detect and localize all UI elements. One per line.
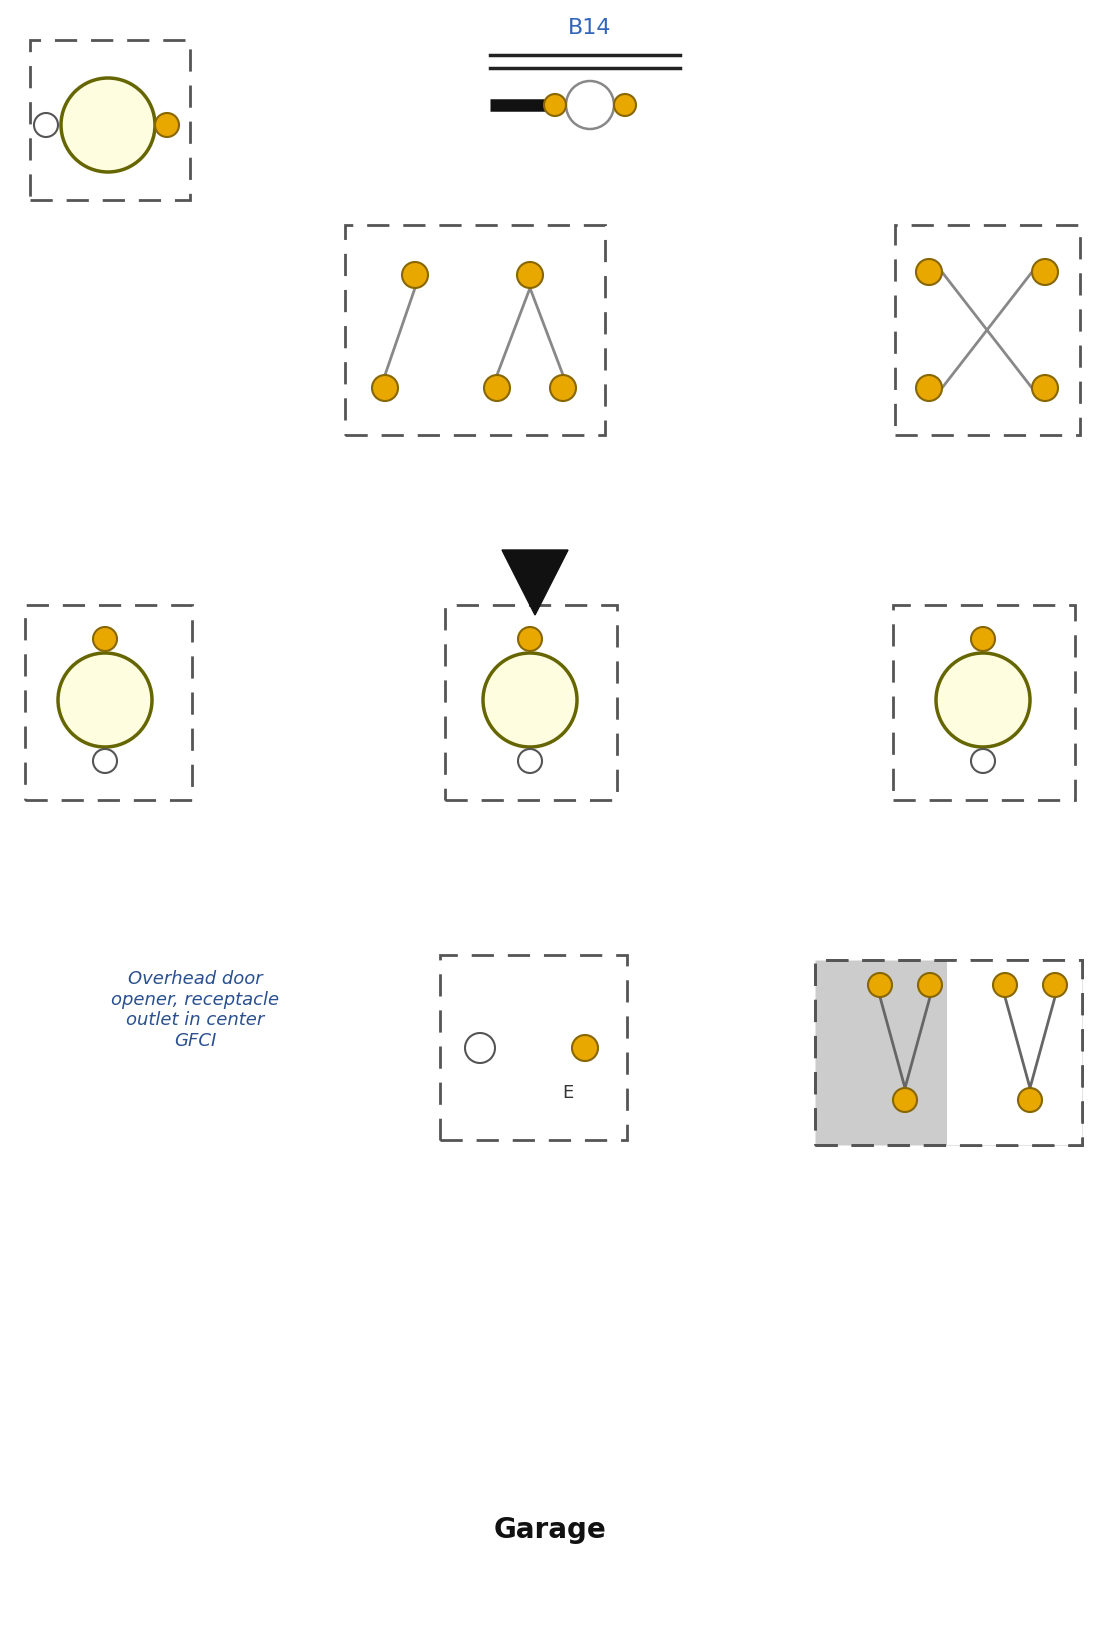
- Circle shape: [94, 749, 117, 773]
- Circle shape: [484, 374, 510, 400]
- Circle shape: [868, 974, 892, 996]
- Circle shape: [402, 262, 428, 288]
- Bar: [30, 41, 190, 200]
- Text: Garage: Garage: [494, 1516, 606, 1543]
- Circle shape: [517, 262, 543, 288]
- Text: B14: B14: [569, 18, 612, 37]
- Circle shape: [993, 974, 1018, 996]
- Circle shape: [572, 1035, 598, 1061]
- Circle shape: [465, 1034, 495, 1063]
- Circle shape: [60, 78, 155, 173]
- Circle shape: [1018, 1088, 1042, 1112]
- Circle shape: [566, 81, 614, 129]
- Bar: [345, 225, 605, 435]
- Circle shape: [550, 374, 576, 400]
- Circle shape: [916, 259, 942, 285]
- Circle shape: [916, 374, 942, 400]
- Circle shape: [936, 653, 1030, 747]
- Bar: [895, 225, 1080, 435]
- Circle shape: [518, 749, 542, 773]
- Circle shape: [971, 749, 996, 773]
- Bar: [815, 961, 1082, 1144]
- Bar: [25, 606, 192, 799]
- Circle shape: [1032, 374, 1058, 400]
- Circle shape: [918, 974, 942, 996]
- Bar: [947, 961, 1082, 1144]
- Circle shape: [544, 94, 566, 116]
- Circle shape: [94, 627, 117, 651]
- Circle shape: [483, 653, 578, 747]
- Bar: [446, 606, 617, 799]
- Circle shape: [34, 112, 58, 137]
- Bar: [815, 961, 1082, 1144]
- Circle shape: [1032, 259, 1058, 285]
- Circle shape: [971, 627, 996, 651]
- Circle shape: [614, 94, 636, 116]
- Circle shape: [155, 112, 179, 137]
- Circle shape: [518, 627, 542, 651]
- Bar: [440, 956, 627, 1140]
- Circle shape: [1043, 974, 1067, 996]
- Bar: [893, 606, 1075, 799]
- Circle shape: [893, 1088, 917, 1112]
- Circle shape: [372, 374, 398, 400]
- Polygon shape: [502, 550, 568, 615]
- Circle shape: [58, 653, 152, 747]
- Text: Overhead door
opener, receptacle
outlet in center
GFCI: Overhead door opener, receptacle outlet …: [111, 970, 279, 1050]
- Text: E: E: [562, 1084, 573, 1102]
